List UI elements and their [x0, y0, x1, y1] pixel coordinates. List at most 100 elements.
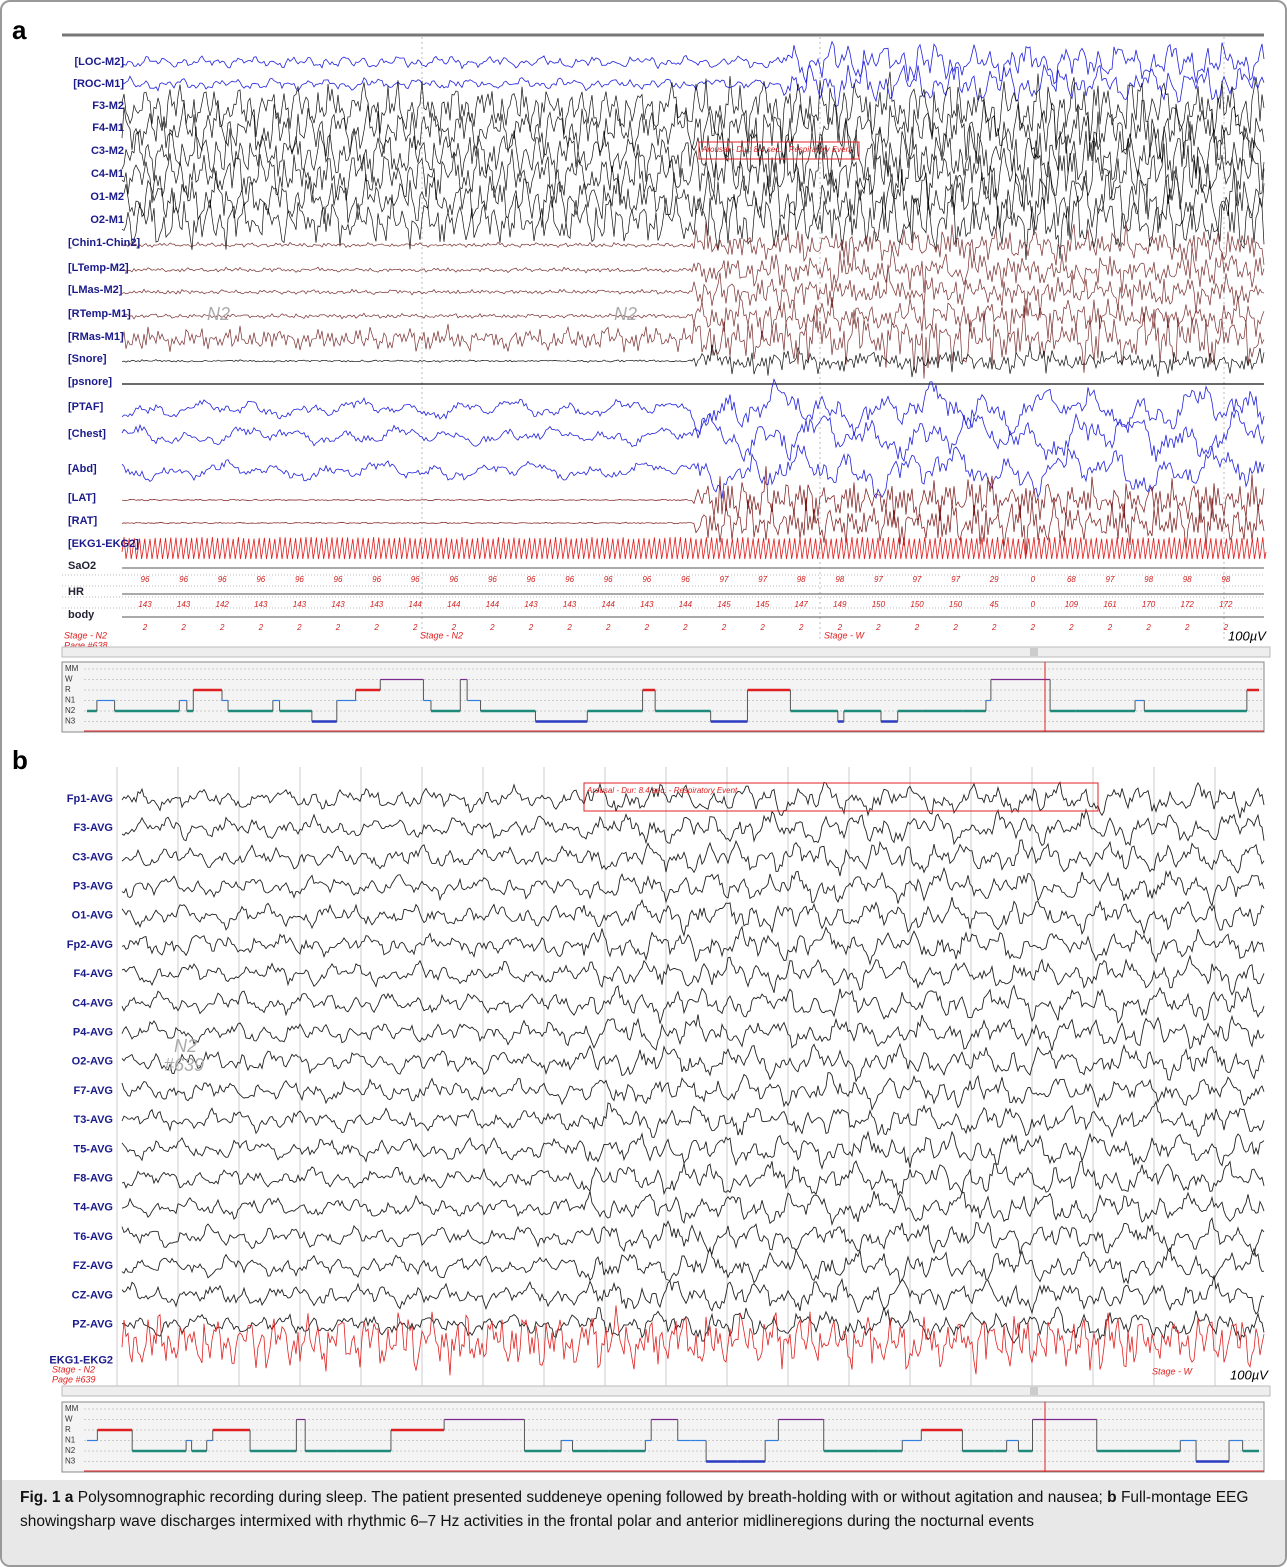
channel-label: F7-AVG [73, 1085, 113, 1097]
hypnogram-frame [61, 1401, 1265, 1473]
value-label: 97 [1106, 575, 1115, 584]
value-label: 143 [254, 600, 268, 609]
trace [121, 780, 1265, 819]
scroll-thumb [1030, 648, 1038, 656]
trace [121, 1246, 1265, 1285]
channel-label: T5-AVG [73, 1143, 113, 1155]
channel-label: [Chin1-Chin2] [68, 237, 140, 249]
value-label: 2 [1223, 623, 1229, 632]
annotation-box [698, 141, 860, 160]
channel-label: C3-AVG [72, 851, 113, 863]
panel-label: a [12, 15, 27, 45]
trace [121, 954, 1265, 996]
value-label: 45 [990, 600, 999, 609]
trace [121, 1072, 1265, 1112]
value-label: 143 [331, 600, 345, 609]
value-label: 143 [563, 600, 577, 609]
trace [121, 808, 1265, 847]
channel-label: [psnore] [68, 376, 112, 388]
trace [121, 40, 1265, 85]
channel-label: F4-AVG [73, 968, 113, 980]
value-label: 2 [798, 623, 804, 632]
page-label: Page #639 [52, 1374, 96, 1384]
value-label: 2 [335, 623, 341, 632]
value-label: 150 [949, 600, 963, 609]
value-label: 2 [1030, 623, 1036, 632]
channel-label: T6-AVG [73, 1231, 113, 1243]
value-label: 96 [565, 575, 574, 584]
annotation-box [583, 782, 1099, 812]
trace [121, 61, 1265, 108]
trace [121, 925, 1265, 966]
ghost-stage: N2 [207, 304, 230, 324]
value-label: 144 [602, 600, 616, 609]
trace [121, 984, 1265, 1024]
value-label: 97 [720, 575, 729, 584]
value-label: 2 [721, 623, 727, 632]
channel-label: [Chest] [68, 428, 106, 440]
scrollbar [61, 646, 1271, 658]
channel-label: [LOC-M2] [75, 56, 125, 68]
value-label: 68 [1067, 575, 1076, 584]
value-label: 96 [681, 575, 690, 584]
trace [121, 536, 1267, 560]
channel-label: [ROC-M1] [73, 78, 124, 90]
caption-panel-a: a [64, 1489, 74, 1506]
hypnogram-frame [61, 661, 1265, 733]
stage-marker: Stage - N2 [64, 630, 107, 640]
value-label: 96 [488, 575, 497, 584]
annotation: Arousal - Dur: 8.4 sec. - Respiratory Ev… [701, 145, 853, 154]
value-label: 2 [180, 623, 186, 632]
trace [121, 896, 1265, 938]
value-label: 96 [334, 575, 343, 584]
value-label: 96 [218, 575, 227, 584]
value-label: 0 [1031, 600, 1036, 609]
scroll-thumb [1030, 1387, 1038, 1395]
value-label: 2 [1107, 623, 1113, 632]
trace [121, 466, 1265, 526]
value-label: 2 [1068, 623, 1074, 632]
caption: Fig. 1 a Polysomnographic recording duri… [2, 1480, 1285, 1565]
ghost-stage: N2 [174, 1036, 197, 1056]
channel-label: [Abd] [68, 463, 97, 475]
value-label: 96 [411, 575, 420, 584]
value-label: 96 [179, 575, 188, 584]
trace [121, 1191, 1265, 1226]
trace [121, 189, 1265, 261]
hypnogram-level: N3 [65, 717, 76, 726]
channel-label: [LAT] [68, 492, 96, 504]
channel-label: PZ-AVG [72, 1319, 113, 1331]
trace [121, 1130, 1265, 1170]
hypnogram-level: N2 [65, 1446, 76, 1455]
fig-label: Fig. 1 [20, 1489, 61, 1506]
trace [121, 118, 1265, 188]
channel-label: F8-AVG [73, 1173, 113, 1185]
channel-label: T4-AVG [73, 1202, 113, 1214]
channel-label: [RAT] [68, 515, 97, 527]
value-label: 98 [1221, 575, 1230, 584]
trace [121, 264, 1265, 318]
value-label: 2 [373, 623, 379, 632]
value-label: 98 [797, 575, 806, 584]
channel-label: [LTemp-M2] [68, 262, 129, 274]
figure-panels: a [LOC-M2] [ROC-M1] F3-M2 F4-M1 C3-M2 C4-M1 O1-… [12, 15, 1271, 1473]
value-label: 109 [1065, 600, 1079, 609]
trace [121, 378, 1265, 436]
value-label: 2 [142, 623, 148, 632]
hypnogram-level: R [65, 685, 71, 694]
panel-label: b [12, 745, 28, 775]
value-label: 147 [795, 600, 809, 609]
annotation: Arousal - Dur: 8.4 sec. - Respiratory Ev… [586, 786, 738, 795]
value-label: 143 [370, 600, 384, 609]
value-label: 97 [758, 575, 767, 584]
value-label: 2 [1184, 623, 1190, 632]
channel-label: O1-M2 [90, 191, 124, 203]
value-label: 96 [642, 575, 651, 584]
trace [121, 444, 1265, 499]
channel-label: F3-AVG [73, 822, 113, 834]
value-label: 96 [604, 575, 613, 584]
stage-marker: Stage - W [824, 630, 866, 640]
value-label: 150 [872, 600, 886, 609]
trace [121, 839, 1265, 877]
